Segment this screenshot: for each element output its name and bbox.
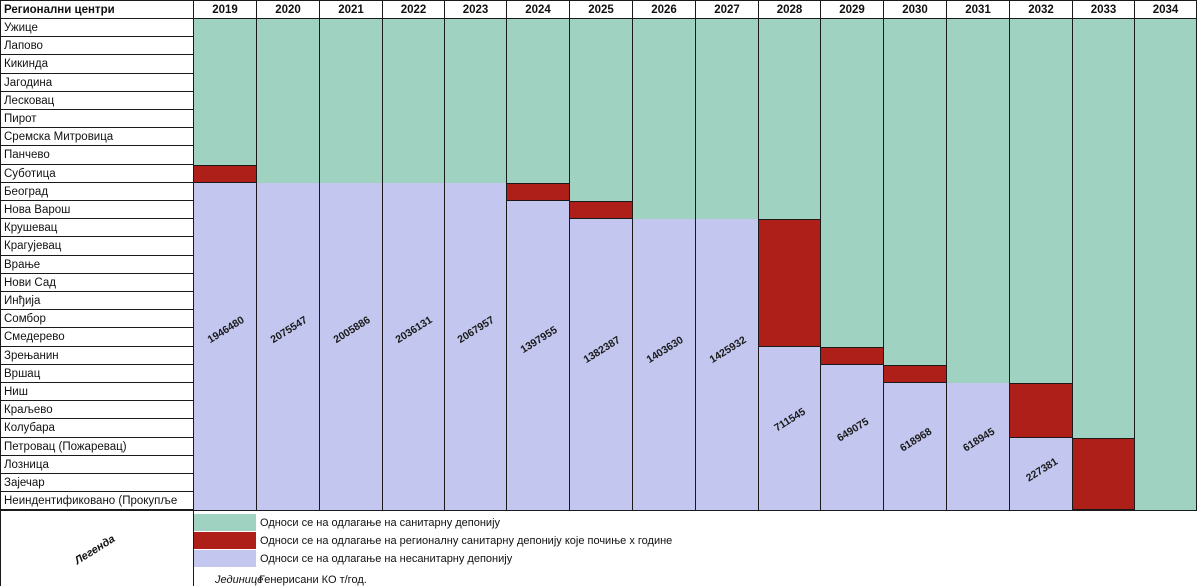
center-label: Петровац (Пожаревац) <box>0 437 194 456</box>
center-label: Крушевац <box>0 219 194 238</box>
unsanitary-landfill-segment <box>445 182 507 511</box>
center-label: Вршац <box>0 364 194 383</box>
regional-landfill-start-segment <box>1010 383 1073 438</box>
legend-title: Легенда <box>72 533 118 567</box>
sanitary-landfill-segment <box>1073 19 1135 438</box>
year-header-2026: 2026 <box>633 0 696 19</box>
year-header-2032: 2032 <box>1010 0 1073 19</box>
legend-left-border <box>0 510 1 586</box>
center-label: Ужице <box>0 19 194 38</box>
sanitary-landfill-segment <box>633 19 696 220</box>
unsanitary-landfill-segment <box>947 383 1010 511</box>
unsanitary-landfill-segment <box>696 219 759 511</box>
sanitary-landfill-segment <box>320 19 383 183</box>
units-text: Генерисани КО т/год. <box>259 574 367 586</box>
center-label: Ниш <box>0 383 194 402</box>
center-label: Лесковац <box>0 91 194 110</box>
legend-swatch <box>194 532 256 550</box>
unsanitary-landfill-segment <box>194 182 257 511</box>
center-label: Краљево <box>0 401 194 420</box>
sanitary-landfill-segment <box>696 19 759 220</box>
center-label: Нови Сад <box>0 273 194 292</box>
unsanitary-landfill-segment <box>821 364 884 511</box>
sanitary-landfill-segment <box>759 19 821 220</box>
sanitary-landfill-segment <box>1010 19 1073 383</box>
year-header-2029: 2029 <box>821 0 884 19</box>
center-label: Смедерево <box>0 328 194 347</box>
year-header-2031: 2031 <box>947 0 1010 19</box>
center-label: Зајечар <box>0 474 194 493</box>
grid-bottom-border <box>0 510 1197 512</box>
year-header-2020: 2020 <box>257 0 320 19</box>
center-label: Нова Варош <box>0 201 194 220</box>
center-label: Панчево <box>0 146 194 165</box>
unsanitary-landfill-segment <box>507 201 570 511</box>
unsanitary-landfill-segment <box>320 182 383 511</box>
regional-landfill-start-segment <box>507 182 570 201</box>
center-label: Кикинда <box>0 55 194 74</box>
center-label: Лозница <box>0 455 194 474</box>
regional-landfill-start-segment <box>759 219 821 347</box>
unsanitary-landfill-segment <box>884 383 947 511</box>
sanitary-landfill-segment <box>194 19 257 165</box>
center-label: Сомбор <box>0 310 194 329</box>
unsanitary-landfill-segment <box>759 346 821 511</box>
year-header-2019: 2019 <box>194 0 257 19</box>
center-label: Неиндентификовано (Прокупље <box>0 492 194 511</box>
sanitary-landfill-segment <box>1135 19 1197 511</box>
legend-swatch <box>194 514 256 532</box>
header-regional-centers: Регионални центри <box>0 0 194 19</box>
legend-text: Односи се на одлагање на санитарну депон… <box>260 517 501 530</box>
sanitary-landfill-segment <box>884 19 947 365</box>
regional-landfill-start-segment <box>1073 437 1135 511</box>
regional-landfill-start-segment <box>194 164 257 183</box>
center-label: Сремска Митровица <box>0 128 194 147</box>
year-header-2021: 2021 <box>320 0 383 19</box>
center-label: Лапово <box>0 37 194 56</box>
sanitary-landfill-segment <box>257 19 320 183</box>
center-label: Крагујевац <box>0 237 194 256</box>
year-header-2034: 2034 <box>1135 0 1197 19</box>
year-header-2033: 2033 <box>1073 0 1135 19</box>
year-header-2028: 2028 <box>759 0 821 19</box>
legend-text: Односи се на одлагање на несанитарну деп… <box>260 553 513 566</box>
center-label: Инђија <box>0 292 194 311</box>
year-header-2023: 2023 <box>445 0 507 19</box>
sanitary-landfill-segment <box>383 19 445 183</box>
center-label: Колубара <box>0 419 194 438</box>
units-label: Јединице <box>215 574 264 586</box>
center-label: Зрењанин <box>0 346 194 365</box>
legend-divider <box>193 510 194 586</box>
unsanitary-landfill-segment <box>257 182 320 511</box>
year-header-2025: 2025 <box>570 0 633 19</box>
year-header-2027: 2027 <box>696 0 759 19</box>
center-label: Јагодина <box>0 73 194 92</box>
center-label: Пирот <box>0 110 194 129</box>
sanitary-landfill-segment <box>445 19 507 183</box>
sanitary-landfill-segment <box>947 19 1010 383</box>
regional-landfill-start-segment <box>570 201 633 220</box>
sanitary-landfill-segment <box>821 19 884 347</box>
unsanitary-landfill-segment <box>570 219 633 511</box>
unsanitary-landfill-segment <box>633 219 696 511</box>
legend-swatch <box>194 550 256 568</box>
legend-text: Односи се на одлагање на регионалну сани… <box>260 535 673 548</box>
year-header-2024: 2024 <box>507 0 570 19</box>
center-label: Врање <box>0 255 194 274</box>
regional-landfill-start-segment <box>884 364 947 383</box>
unsanitary-landfill-segment <box>1010 437 1073 511</box>
regional-landfill-start-segment <box>821 346 884 365</box>
unsanitary-landfill-segment <box>383 182 445 511</box>
year-header-2030: 2030 <box>884 0 947 19</box>
year-header-2022: 2022 <box>383 0 445 19</box>
sanitary-landfill-segment <box>507 19 570 183</box>
sanitary-landfill-segment <box>570 19 633 201</box>
center-label: Београд <box>0 182 194 201</box>
center-label: Суботица <box>0 164 194 183</box>
